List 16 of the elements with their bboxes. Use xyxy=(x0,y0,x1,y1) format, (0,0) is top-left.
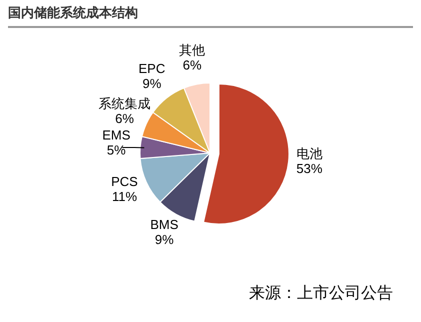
data-label: 53% xyxy=(296,161,323,176)
data-label: 5% xyxy=(106,142,126,158)
slice-label: 电池 xyxy=(296,146,322,162)
data-label: 6% xyxy=(115,110,134,126)
slice-label: PCS xyxy=(111,174,138,190)
chart-title: 国内储能系统成本结构 xyxy=(8,4,413,28)
data-label: 11% xyxy=(112,189,138,204)
slice-label: EPC xyxy=(138,61,166,76)
slice-label: EMS xyxy=(102,128,131,143)
data-label: 6% xyxy=(182,58,202,73)
slice-label: BMS xyxy=(150,217,179,232)
data-label: 9% xyxy=(154,232,174,248)
source-note: 来源：上市公司公告 xyxy=(249,284,393,304)
slice-label: 系统集成 xyxy=(98,96,150,111)
slice-label: 其他 xyxy=(179,42,206,58)
data-label: 9% xyxy=(142,76,162,92)
